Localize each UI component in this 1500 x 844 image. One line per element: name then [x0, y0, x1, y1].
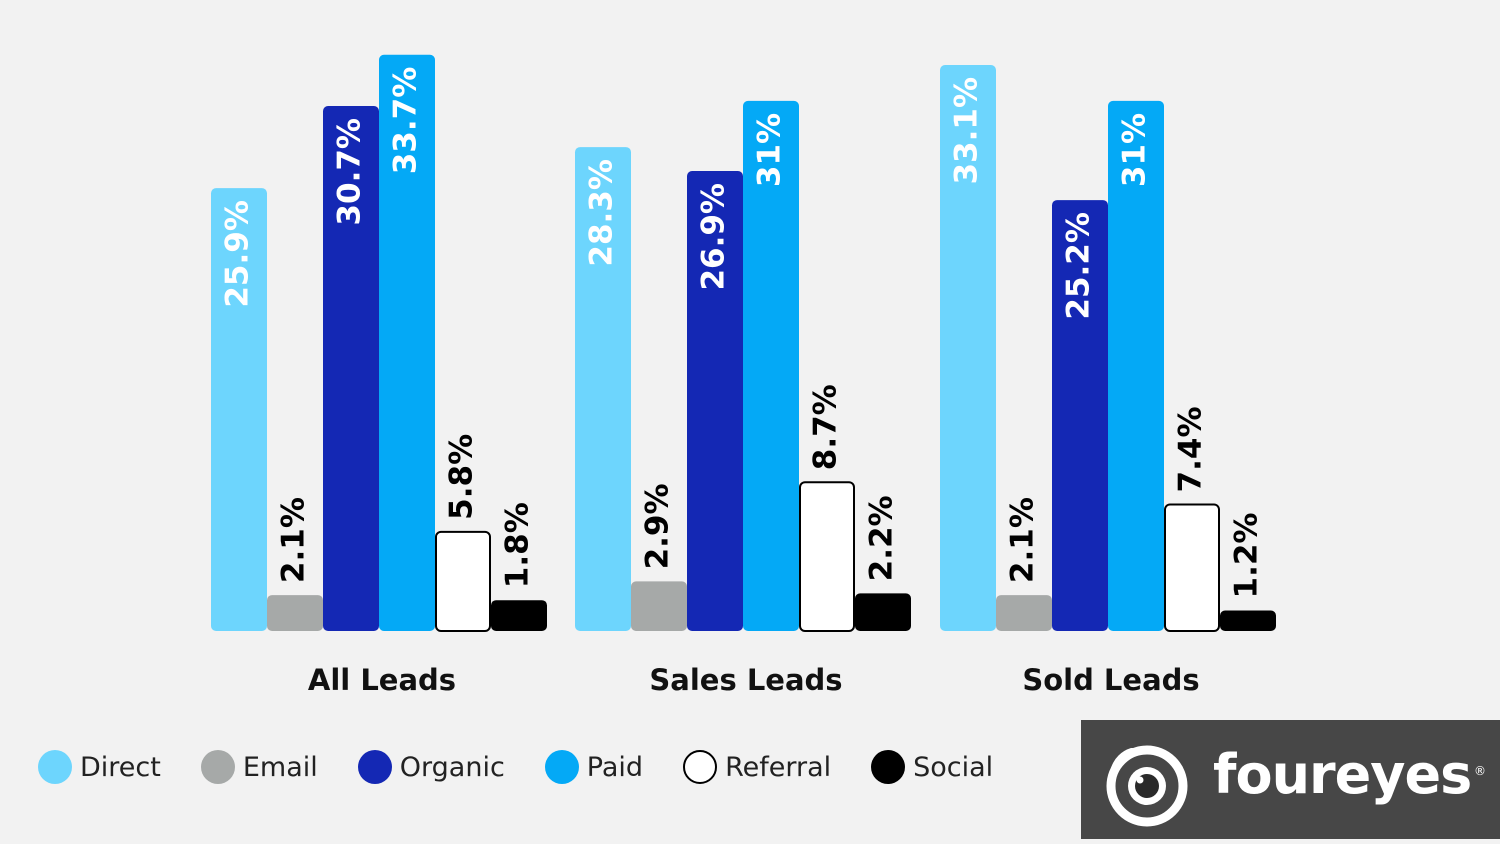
bar-all-leads-organic	[323, 106, 379, 631]
bar-all-leads-social	[491, 600, 547, 631]
data-label-sales-leads-paid: 31%	[752, 113, 788, 187]
bar-sold-leads-email	[996, 595, 1052, 631]
bar-sales-leads-referral	[799, 481, 855, 633]
data-label-all-leads-email: 2.1%	[276, 497, 312, 583]
bar-sold-leads-referral	[1164, 503, 1220, 632]
legend-item-social: Social	[871, 750, 993, 784]
legend-label-social: Social	[913, 751, 994, 783]
legend-label-email: Email	[242, 751, 318, 783]
data-label-sold-leads-organic: 25.2%	[1061, 212, 1097, 320]
legend-label-referral: Referral	[725, 751, 832, 783]
legend-label-direct: Direct	[80, 751, 161, 783]
legend-item-email: Email	[200, 750, 318, 784]
bar-all-leads-paid	[379, 54, 435, 632]
bar-all-leads-referral	[435, 530, 491, 633]
data-label-sales-leads-direct: 28.3%	[584, 159, 620, 267]
data-label-sales-leads-organic: 26.9%	[696, 183, 732, 291]
registered-mark: ®	[1474, 764, 1486, 778]
foureyes-logo: foureyes ®	[1081, 720, 1500, 839]
bar-all-leads-email	[267, 595, 323, 631]
category-label-sales-leads: Sales Leads	[649, 663, 842, 697]
legend-label-paid: Paid	[586, 751, 644, 783]
legend-swatch-referral	[683, 750, 718, 784]
data-label-sold-leads-referral: 7.4%	[1173, 406, 1209, 492]
data-label-sold-leads-direct: 33.1%	[949, 77, 985, 185]
data-label-sales-leads-social: 2.2%	[864, 495, 900, 581]
legend-swatch-organic	[357, 750, 392, 784]
bar-sold-leads-paid	[1108, 100, 1164, 631]
bar-sold-leads-organic	[1052, 200, 1108, 631]
legend-item-referral: Referral	[683, 750, 831, 784]
legend-item-direct: Direct	[38, 750, 161, 784]
bar-sales-leads-organic	[687, 171, 743, 631]
data-label-all-leads-direct: 25.9%	[220, 200, 256, 308]
category-label-all-leads: All Leads	[308, 663, 456, 697]
legend-swatch-email	[200, 750, 235, 784]
data-label-all-leads-referral: 5.8%	[444, 434, 480, 520]
data-label-all-leads-social: 1.8%	[500, 502, 536, 588]
bar-sold-leads-direct	[940, 64, 996, 632]
bar-sales-leads-social	[855, 593, 911, 631]
legend-swatch-direct	[38, 750, 72, 784]
bar-sales-leads-direct	[575, 147, 631, 631]
bar-sold-leads-social	[1220, 610, 1276, 631]
bar-all-leads-direct	[211, 188, 267, 632]
legend-swatch-paid	[544, 750, 579, 784]
data-label-sold-leads-email: 2.1%	[1005, 497, 1041, 583]
data-label-all-leads-organic: 30.7%	[332, 118, 368, 226]
data-label-sales-leads-email: 2.9%	[640, 483, 676, 569]
logo-wordmark: foureyes	[1213, 743, 1472, 806]
data-label-sold-leads-social: 1.2%	[1229, 512, 1265, 598]
legend-label-organic: Organic	[399, 751, 505, 783]
category-label-sold-leads: Sold Leads	[1022, 663, 1199, 697]
legend: Direct Email Organic Paid Referral Socia…	[38, 745, 1033, 789]
legend-item-paid: Paid	[544, 750, 644, 784]
legend-item-organic: Organic	[357, 750, 505, 784]
eye-icon	[1106, 745, 1188, 827]
data-label-all-leads-paid: 33.7%	[388, 67, 424, 175]
legend-swatch-social	[871, 750, 906, 784]
data-label-sales-leads-referral: 8.7%	[808, 384, 844, 470]
bar-sales-leads-paid	[743, 100, 799, 631]
data-label-sold-leads-paid: 31%	[1117, 113, 1153, 187]
bar-sales-leads-email	[631, 581, 687, 631]
